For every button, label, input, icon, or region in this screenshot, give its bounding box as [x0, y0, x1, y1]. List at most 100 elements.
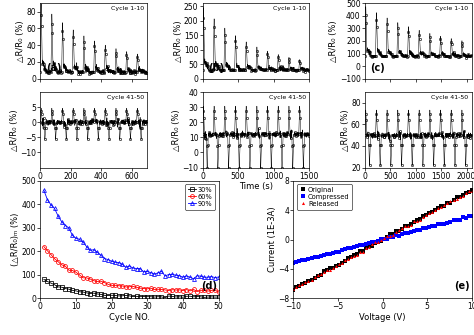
90%: [127, 264, 132, 268]
30%: [66, 287, 72, 291]
60%: [212, 288, 218, 292]
90%: [116, 261, 121, 265]
30%: [169, 294, 175, 298]
Line: Original: Original: [292, 189, 473, 291]
60%: [159, 287, 164, 291]
60%: [123, 285, 128, 289]
30%: [98, 292, 104, 296]
30%: [87, 291, 93, 295]
30%: [80, 290, 86, 294]
Compressed: [291, 261, 296, 265]
30%: [201, 295, 207, 299]
90%: [191, 277, 196, 281]
Compressed: [348, 246, 354, 250]
90%: [63, 223, 68, 227]
60%: [109, 283, 114, 287]
60%: [130, 284, 136, 288]
60%: [87, 277, 93, 281]
30%: [198, 295, 203, 299]
Released: [466, 189, 472, 193]
Text: Cycle 41-50: Cycle 41-50: [107, 95, 144, 100]
60%: [55, 260, 61, 264]
30%: [94, 292, 100, 296]
90%: [145, 269, 150, 273]
Text: Cycle 1-10: Cycle 1-10: [435, 6, 468, 11]
90%: [155, 271, 161, 275]
60%: [183, 287, 189, 291]
60%: [173, 288, 179, 292]
90%: [169, 272, 175, 276]
60%: [63, 264, 68, 268]
90%: [198, 274, 203, 278]
X-axis label: Cycle NO.: Cycle NO.: [109, 313, 150, 322]
X-axis label: Voltage (V): Voltage (V): [359, 313, 406, 322]
90%: [70, 233, 75, 238]
90%: [119, 262, 125, 266]
90%: [134, 267, 139, 271]
90%: [105, 258, 111, 262]
60%: [101, 281, 107, 285]
60%: [41, 245, 47, 249]
90%: [55, 214, 61, 218]
90%: [205, 275, 210, 279]
Line: Compressed: Compressed: [292, 215, 473, 264]
60%: [216, 290, 221, 294]
30%: [205, 295, 210, 299]
30%: [183, 294, 189, 298]
Y-axis label: (△R/R₀)ₘ (%): (△R/R₀)ₘ (%): [11, 213, 20, 266]
90%: [101, 257, 107, 261]
60%: [152, 287, 157, 291]
90%: [41, 188, 47, 192]
90%: [87, 248, 93, 252]
Compressed: [336, 250, 342, 254]
60%: [187, 289, 193, 293]
90%: [84, 245, 90, 249]
Line: 60%: 60%: [42, 245, 220, 294]
Released: [336, 262, 342, 266]
60%: [119, 284, 125, 288]
Legend: Original, Compressed, Released: Original, Compressed, Released: [297, 184, 352, 210]
30%: [52, 283, 57, 287]
Released: [321, 270, 327, 274]
60%: [176, 288, 182, 292]
X-axis label: Time (s): Time (s): [239, 182, 273, 191]
90%: [216, 275, 221, 279]
30%: [77, 290, 82, 294]
30%: [130, 294, 136, 298]
30%: [59, 285, 64, 289]
60%: [80, 276, 86, 280]
30%: [116, 294, 121, 298]
Released: [402, 224, 408, 228]
60%: [59, 263, 64, 267]
60%: [52, 257, 57, 261]
90%: [159, 269, 164, 273]
Text: (a): (a): [46, 63, 61, 73]
Original: [351, 253, 356, 257]
30%: [166, 294, 172, 298]
90%: [52, 206, 57, 210]
30%: [91, 291, 97, 295]
90%: [91, 248, 97, 252]
Released: [342, 258, 347, 262]
30%: [63, 286, 68, 290]
Compressed: [342, 247, 347, 251]
60%: [134, 285, 139, 289]
60%: [141, 286, 146, 290]
90%: [94, 250, 100, 254]
60%: [94, 279, 100, 283]
30%: [180, 295, 186, 299]
60%: [209, 288, 214, 292]
Text: (c): (c): [370, 63, 385, 73]
30%: [148, 295, 154, 299]
Original: [342, 259, 347, 263]
90%: [162, 274, 168, 278]
Y-axis label: △R/R₀ (%): △R/R₀ (%): [10, 109, 19, 151]
Released: [469, 189, 474, 193]
90%: [112, 260, 118, 264]
90%: [73, 236, 79, 240]
Text: (e): (e): [454, 281, 469, 291]
90%: [141, 270, 146, 274]
90%: [137, 267, 143, 271]
30%: [134, 294, 139, 298]
30%: [141, 294, 146, 298]
